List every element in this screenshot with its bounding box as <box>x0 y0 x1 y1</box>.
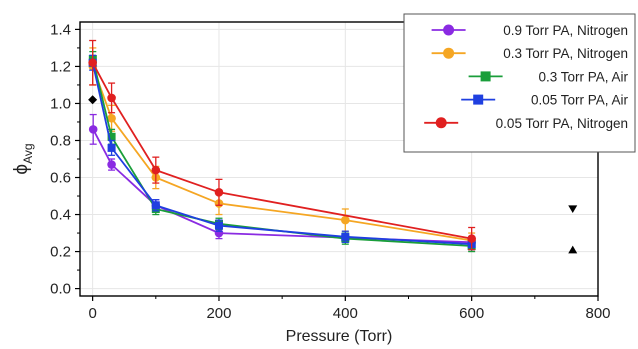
data-point <box>214 221 223 230</box>
x-tick-label: 800 <box>585 305 610 322</box>
legend-label: 0.05 Torr PA, Air <box>531 93 629 108</box>
triangle-down-marker <box>568 205 578 214</box>
series-5 <box>88 39 476 251</box>
y-axis: 0.0 0.2 0.4 0.6 0.8 1.0 1.2 1.4 <box>50 21 80 298</box>
legend-item-2: 0.3 Torr PA, Nitrogen <box>431 46 628 61</box>
data-point <box>341 215 350 225</box>
y-tick-label: 0.4 <box>50 207 71 224</box>
x-tick-label: 0 <box>88 305 96 322</box>
x-tick-label: 400 <box>333 305 358 322</box>
legend: 0.9 Torr PA, Nitrogen 0.3 Torr PA, Nitrog… <box>403 13 636 153</box>
data-point <box>88 58 97 68</box>
data-point <box>107 160 116 169</box>
data-point <box>467 234 476 243</box>
x-tick-label: 600 <box>459 305 484 322</box>
x-tick-label: 200 <box>206 305 231 322</box>
series-line <box>91 58 472 247</box>
x-axis-title: Pressure (Torr) <box>286 328 393 345</box>
y-axis-title-subscript: Avg <box>21 143 35 163</box>
legend-label: 0.3 Torr PA, Nitrogen <box>503 46 628 61</box>
legend-marker <box>443 24 455 36</box>
y-axis-title: ϕAvg <box>11 143 35 174</box>
legend-marker <box>443 47 455 59</box>
legend-item-4: 0.05 Torr PA, Air <box>461 93 629 108</box>
y-tick-label: 0.8 <box>50 132 71 149</box>
triangle-up-marker <box>568 245 578 254</box>
x-axis: 0 200 400 600 800 <box>88 296 611 322</box>
legend-marker <box>435 117 447 129</box>
data-point <box>107 143 116 152</box>
data-point <box>341 232 350 241</box>
legend-label: 0.9 Torr PA, Nitrogen <box>503 23 628 38</box>
y-tick-label: 0.2 <box>50 244 71 261</box>
data-point <box>107 132 116 141</box>
y-tick-label: 1.4 <box>50 21 71 38</box>
data-point <box>107 93 116 103</box>
legend-box <box>403 13 636 153</box>
series-line <box>91 62 472 246</box>
y-tick-label: 0.0 <box>50 281 71 298</box>
y-tick-label: 1.2 <box>50 58 71 75</box>
data-point <box>214 188 224 197</box>
data-point <box>107 113 116 123</box>
y-tick-label: 1.0 <box>50 95 71 112</box>
series-line <box>91 66 472 242</box>
data-point <box>151 201 160 210</box>
data-point <box>151 165 161 175</box>
y-tick-label: 0.6 <box>50 170 71 187</box>
diamond-marker <box>88 95 98 105</box>
legend-item-1: 0.9 Torr PA, Nitrogen <box>431 23 628 38</box>
legend-marker <box>480 71 491 82</box>
legend-label: 0.3 Torr PA, Air <box>538 69 628 84</box>
data-point <box>88 125 98 134</box>
series-layer <box>88 39 476 253</box>
legend-marker <box>473 94 484 105</box>
legend-label: 0.05 Torr PA, Nitrogen <box>496 116 628 131</box>
legend-item-5: 0.05 Torr PA, Nitrogen <box>424 116 628 131</box>
y-axis-title-symbol: ϕ <box>11 164 32 175</box>
legend-item-3: 0.3 Torr PA, Air <box>468 69 628 84</box>
